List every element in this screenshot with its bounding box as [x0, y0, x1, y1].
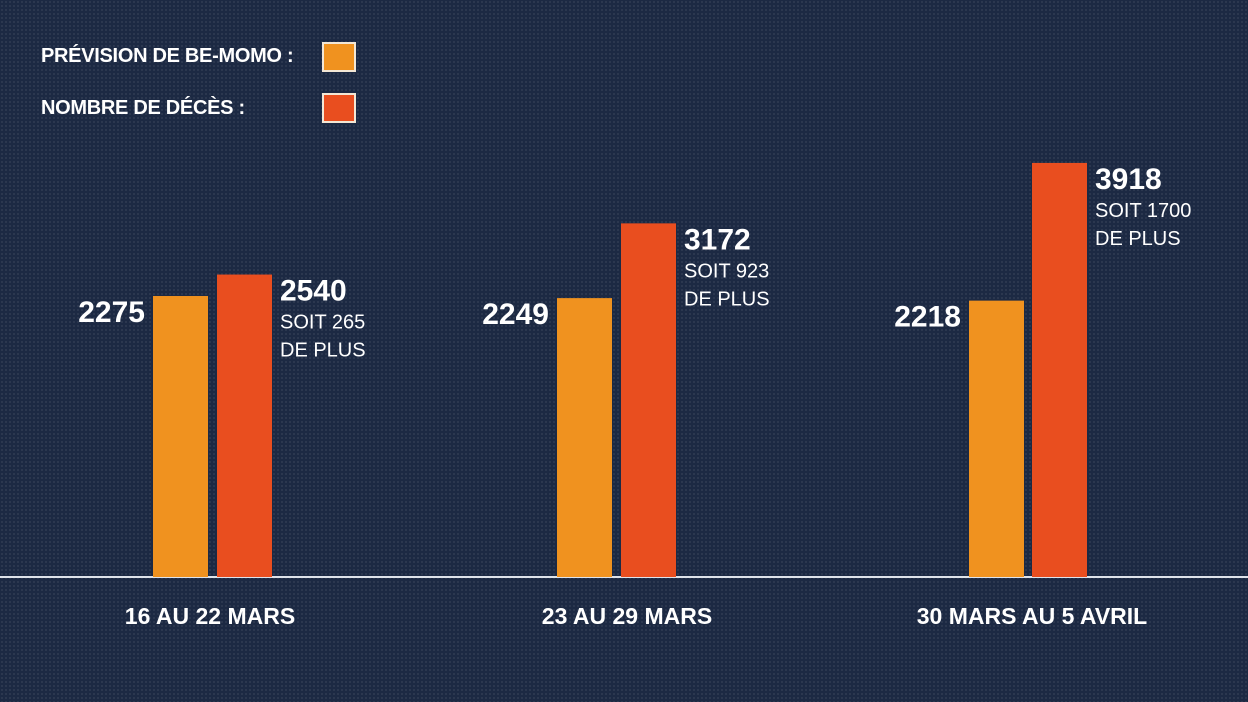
bar-deaths [621, 223, 676, 577]
bar-forecast [969, 300, 1024, 577]
bar-forecast [153, 296, 208, 577]
annotation-difference: SOIT 265 [280, 312, 365, 334]
annotation-de-plus: DE PLUS [280, 340, 366, 362]
x-tick-label: 30 MARS AU 5 AVRIL [917, 603, 1147, 629]
bar-deaths [217, 274, 272, 577]
bar-deaths [1032, 162, 1087, 578]
bar-forecast [557, 298, 612, 577]
data-label-forecast: 2249 [482, 298, 549, 331]
data-label-deaths: 2540 [280, 275, 347, 308]
annotation-difference: SOIT 923 [684, 260, 769, 282]
data-label-forecast: 2275 [78, 296, 145, 329]
annotation-difference: SOIT 1700 [1095, 200, 1191, 222]
x-tick-label: 23 AU 29 MARS [542, 603, 712, 629]
data-label-deaths: 3172 [684, 223, 751, 256]
legend-label-deaths: NOMBRE DE DÉCÈS : [41, 97, 245, 119]
annotation-de-plus: DE PLUS [1095, 228, 1181, 250]
legend-swatch-deaths [322, 93, 356, 123]
data-label-deaths: 3918 [1095, 163, 1162, 196]
x-tick-label: 16 AU 22 MARS [125, 603, 295, 629]
legend-label-forecast: PRÉVISION DE BE-MOMO : [41, 45, 294, 67]
annotation-de-plus: DE PLUS [684, 288, 770, 310]
data-label-forecast: 2218 [894, 301, 961, 334]
legend-swatch-forecast [322, 42, 356, 72]
